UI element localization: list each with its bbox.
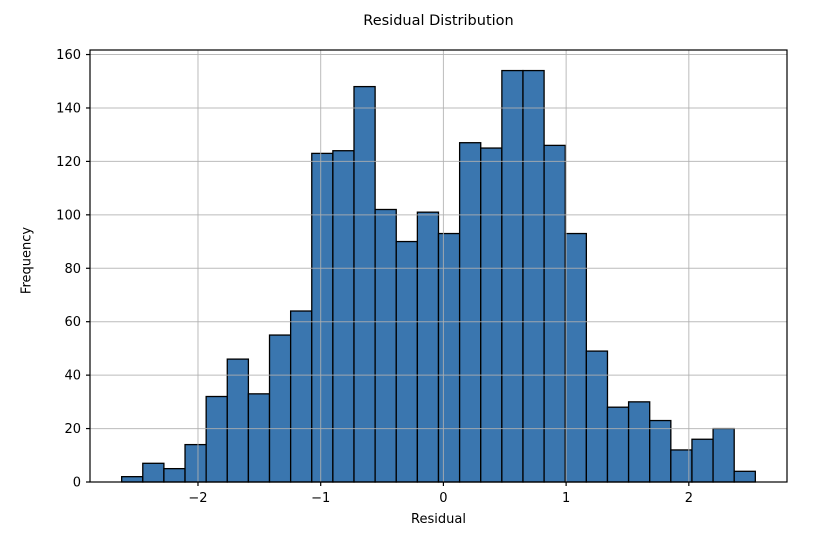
histogram-bar [543,144,566,483]
histogram-bar [458,142,482,483]
plot-border [89,49,788,483]
histogram-bar [289,310,313,483]
histogram-bar [353,85,376,483]
x-tick-label: 0 [439,491,447,506]
histogram-bar [247,393,271,483]
histogram-bar [184,443,207,483]
histogram-bar [311,152,334,483]
x-tick-label: 1 [562,491,570,506]
histogram-bar [522,69,545,483]
y-tick-label: 80 [64,262,81,277]
y-tick-label: 20 [64,422,81,437]
histogram-bar [121,476,144,483]
histogram-bar [564,232,587,483]
x-tick-label: 2 [685,491,693,506]
histogram-bar [374,208,397,483]
histogram-bar [163,467,186,483]
histogram-bar [332,150,355,483]
y-tick-label: 60 [64,315,81,330]
y-tick-label: 100 [56,208,81,223]
histogram-bar [395,240,419,483]
histogram-bar [268,334,292,483]
histogram-bar [205,395,228,483]
histogram-bar [480,147,503,483]
histogram-bar [649,419,672,483]
histogram-bar [627,401,651,483]
histogram-bar [733,470,756,483]
chart-title: Residual Distribution [363,13,514,29]
y-tick-label: 0 [73,476,81,491]
histogram-bar [437,232,461,483]
y-tick-label: 120 [56,155,81,170]
histogram-bar [416,211,440,483]
histogram-bar [226,358,250,483]
histogram-bar [691,438,714,483]
y-axis-label: Frequency [19,226,35,295]
y-tick-label: 140 [56,101,81,116]
histogram-bar [606,406,630,483]
histogram-bar [712,427,735,483]
x-axis-label: Residual [411,512,466,527]
y-tick-label: 40 [64,369,81,384]
y-tick-label: 160 [56,48,81,63]
x-tick-label: −1 [311,491,330,506]
histogram-bar [501,69,524,483]
histogram-bar [142,462,165,483]
histogram-bar [585,350,609,483]
x-tick-label: −2 [188,491,207,506]
